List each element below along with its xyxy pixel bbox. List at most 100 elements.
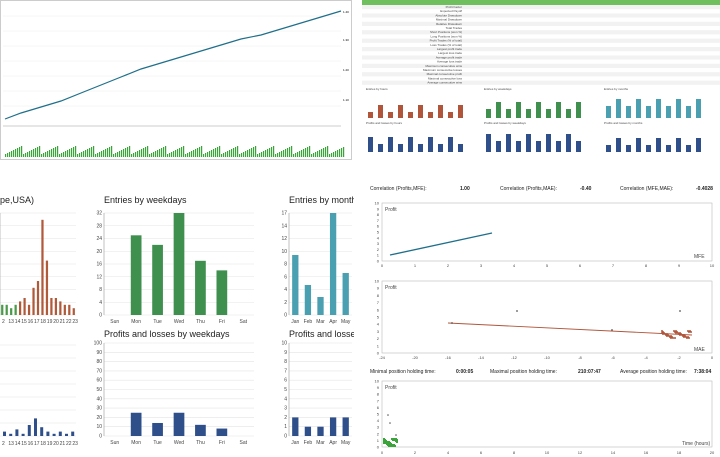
volume-bar [313,153,315,157]
mini-chart-bar [676,99,681,118]
x-tick-label: -8 [578,355,582,360]
weekdays-pl-title: Profits and losses by weekdays [104,329,230,339]
volume-bars [5,146,345,157]
volume-bar [155,151,157,157]
months-pl-title: Profits and losses by [289,329,354,339]
volume-bar [217,147,219,157]
mini-chart-bar [676,138,681,152]
x-tick-label: 18 [40,441,46,447]
volume-bar [29,151,31,157]
bar [216,428,228,436]
y-tick-label: 6 [377,224,380,229]
months-chart-panel: Entries by months Profits and losses by … [272,195,354,457]
corr-label-3: Correlation (MFE,MAE): [620,186,674,192]
y-tick-label: 2 [284,415,287,421]
mini-chart-bar [626,145,631,152]
report-row-bg [362,47,720,52]
volume-bar [333,152,335,157]
volume-bar [225,152,227,157]
y-tick-label: 100 [94,341,103,347]
volume-bar [315,152,317,157]
mini-chart-bar [656,99,661,118]
mini-chart-bar [616,99,621,118]
x-tick-label: 10 [710,263,715,268]
mini-chart-bar [486,109,491,118]
report-row-label: Total Trades [446,26,463,30]
x-tick-label: 14 [15,319,21,325]
volume-bar [269,148,271,157]
volume-bar [93,146,95,157]
y-tick-label: 8 [377,293,380,298]
volume-bar [83,151,85,157]
y-tick-label: 32 [96,211,102,217]
volume-bar [31,150,33,157]
volume-bar [27,152,29,157]
volume-bar [213,149,215,157]
y-tick-label: 1 [377,253,380,258]
y-tick-label: 8 [377,212,380,217]
y-tick-label: 2 [377,336,380,341]
bar [27,425,31,436]
x-tick-label: 4 [513,263,516,268]
mini-chart-bar [646,106,651,118]
mini-chart-bar [566,109,571,118]
time-point [392,439,394,441]
y-tick-label: 9 [377,206,380,211]
bar [304,285,312,315]
x-tick-label: 2 [2,319,5,325]
volume-bar [183,146,185,157]
volume-bar [23,154,25,157]
volume-bar [175,150,177,157]
volume-bar [335,151,337,157]
y-tick-label: 8 [377,392,380,397]
y-tick-label: 14 [281,223,287,229]
mini-chart-title: Entries by months [604,87,629,91]
volume-bar [161,148,163,157]
y-tick-label: 80 [96,359,102,365]
volume-bar [73,147,75,157]
corr-label-1: Correlation (Profits,MFE): [370,186,427,192]
time-point [392,445,394,447]
bar [27,304,31,315]
x-tick-label: 6 [480,450,483,455]
scatter-mfe-frame [381,202,713,262]
y-tick-label: 2 [377,247,380,252]
y-tick-label: 1 [377,438,380,443]
mini-chart-bar [438,105,443,118]
bar [58,431,62,436]
volume-bar [157,150,159,157]
volume-bar [307,147,309,157]
mini-chart-bar [398,144,403,152]
bar [40,427,44,436]
mae-point [611,329,613,331]
volume-bar [319,150,321,157]
bar [195,260,206,315]
y-tick-label: 6 [284,378,287,384]
volume-bar [215,148,217,157]
mini-chart-bar [566,134,571,152]
volume-bar [321,149,323,157]
mini-chart-bar [458,144,463,152]
correlation-header: Correlation (Profits,MFE): 1.00 Correlat… [362,183,720,195]
report-row-bg [362,80,720,85]
hold-value-max: 210:07:47 [578,369,601,375]
volume-bar [25,153,27,157]
bar [173,412,185,436]
report-row-bg [362,5,720,10]
plot1-label: Profit [385,207,397,213]
bar [216,270,228,315]
report-row-label: Maximum consecutive wins [425,64,462,68]
x-tick-label: 19 [47,441,53,447]
report-row-bg [362,55,720,60]
x-tick-label: 17 [34,319,40,325]
mini-chart-bar [526,109,531,118]
volume-bar [67,150,69,157]
volume-bar [229,150,231,157]
mini-chart-bar [506,109,511,118]
mini-chart-bar [576,102,581,118]
volume-bar [337,150,339,157]
bar [152,422,163,436]
y-tick-label: 30 [96,406,102,412]
volume-bar [325,147,327,157]
